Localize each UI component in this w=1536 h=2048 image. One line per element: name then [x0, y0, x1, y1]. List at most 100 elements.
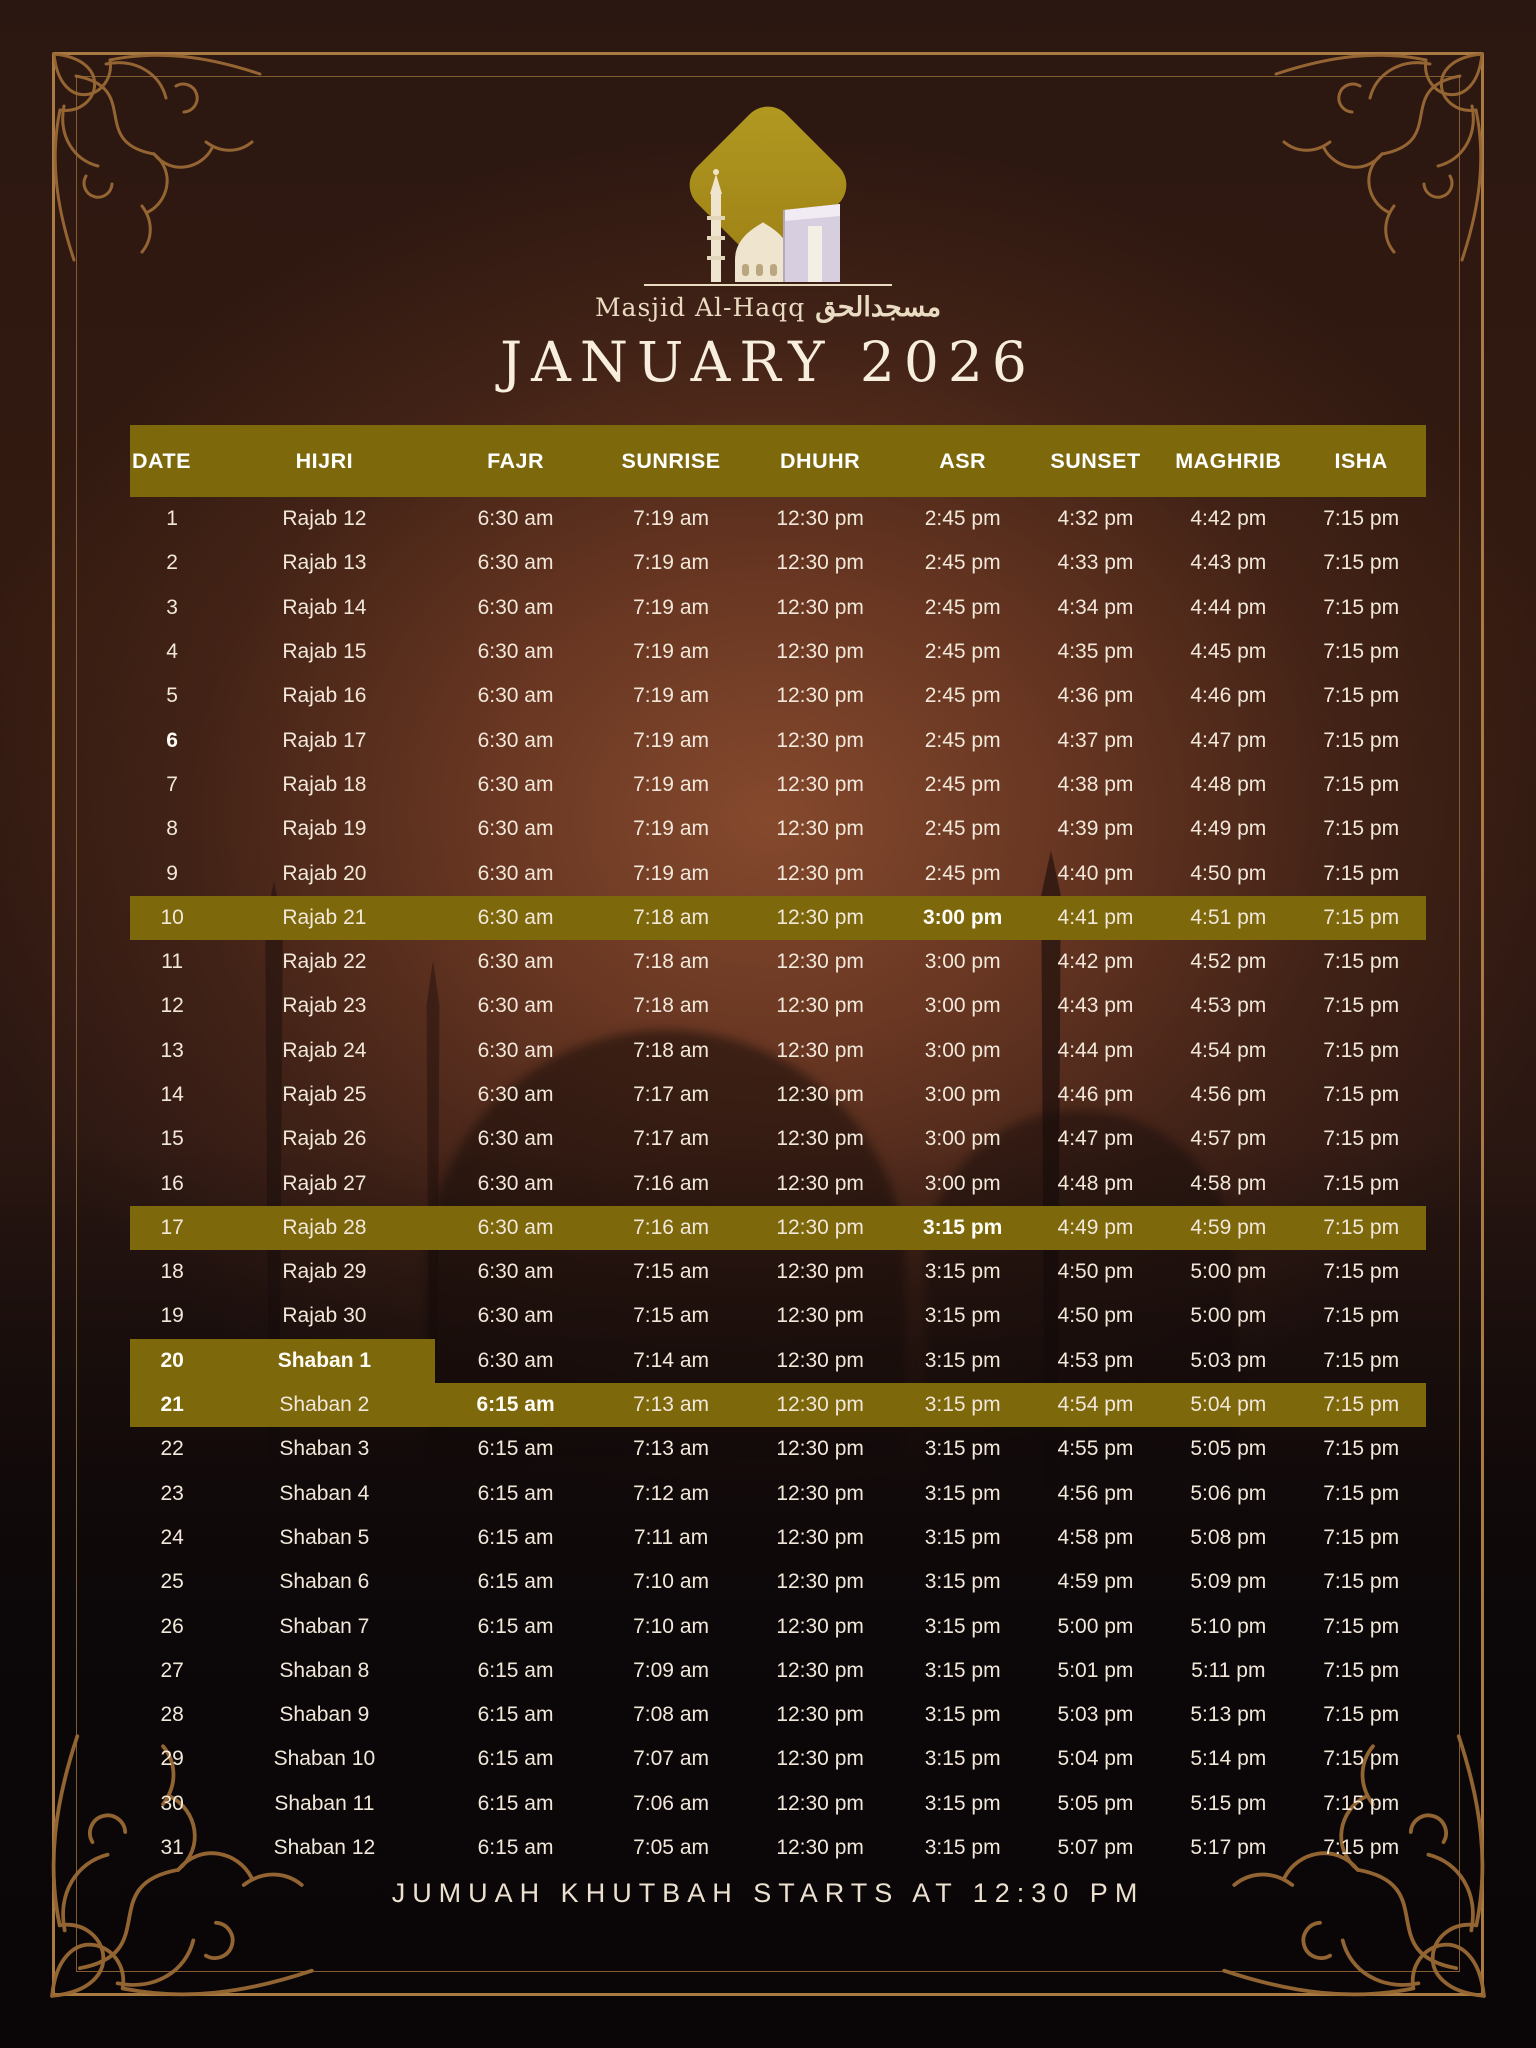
cell-maghrib: 5:06 pm [1190, 1481, 1267, 1505]
cell-asr: 3:15 pm [924, 1791, 1001, 1815]
cell-maghrib: 4:48 pm [1190, 772, 1267, 796]
mosque-illustration-icon [707, 169, 840, 282]
prayer-table-body: 1 Rajab 12 6:30 am 7:19 am 12:30 pm 2:45 pm 4:… [130, 497, 1426, 1870]
cell-date: 6 [166, 728, 178, 752]
cell-date: 14 [160, 1083, 184, 1106]
cell-isha: 7:15 pm [1323, 1570, 1400, 1594]
cell-maghrib: 4:42 pm [1190, 507, 1267, 531]
table-row: 15 Rajab 26 6:30 am 7:17 am 12:30 pm 3:00 pm 4… [130, 1117, 1426, 1161]
cell-asr: 3:15 pm [924, 1836, 1001, 1860]
table-row: 28 Shaban 9 6:15 am 7:08 am 12:30 pm 3:15 pm 5… [130, 1693, 1426, 1737]
cell-hijri: Rajab 27 [282, 1171, 367, 1195]
column-header-isha: ISHA [1334, 448, 1388, 473]
cell-hijri: Rajab 18 [282, 772, 367, 796]
cell-sunset: 4:34 pm [1057, 595, 1134, 619]
cell-sunset: 4:50 pm [1057, 1260, 1134, 1284]
cell-isha: 7:15 pm [1323, 1703, 1400, 1727]
cell-sunrise: 7:10 am [633, 1614, 709, 1638]
mosque-icon [618, 95, 918, 288]
table-row: 11 Rajab 22 6:30 am 7:18 am 12:30 pm 3:00 pm 4… [130, 940, 1426, 984]
cell-isha: 7:15 pm [1323, 817, 1400, 841]
cell-fajr: 6:15 am [477, 1437, 554, 1461]
cell-isha: 7:15 pm [1323, 507, 1400, 531]
cell-date: 18 [160, 1260, 184, 1284]
cell-asr: 3:00 pm [924, 994, 1001, 1018]
cell-dhuhr: 12:30 pm [776, 1836, 864, 1860]
cell-sunset: 4:53 pm [1057, 1348, 1134, 1372]
table-row: 5 Rajab 16 6:30 am 7:19 am 12:30 pm 2:45 pm 4:… [130, 674, 1426, 718]
cell-date: 19 [160, 1304, 184, 1328]
cell-date: 29 [160, 1747, 184, 1771]
cell-isha: 7:15 pm [1323, 950, 1400, 974]
cell-hijri: Rajab 15 [282, 640, 367, 664]
cell-hijri: Rajab 13 [282, 551, 367, 575]
cell-hijri: Shaban 11 [274, 1791, 375, 1815]
column-header-sunrise: SUNRISE [621, 448, 721, 473]
cell-date: 16 [160, 1171, 184, 1195]
cell-isha: 7:15 pm [1323, 1304, 1400, 1328]
cell-date: 23 [160, 1481, 184, 1505]
cell-fajr: 6:30 am [477, 1260, 554, 1284]
cell-isha: 7:15 pm [1323, 1348, 1400, 1372]
masjid-name-arabic: مسجدالحق [815, 292, 942, 323]
table-row: 23 Shaban 4 6:15 am 7:12 am 12:30 pm 3:15 pm 4… [130, 1472, 1426, 1516]
cell-isha: 7:15 pm [1323, 1215, 1400, 1239]
cell-isha: 7:15 pm [1323, 861, 1400, 885]
table-row: 29 Shaban 10 6:15 am 7:07 am 12:30 pm 3:15 pm… [130, 1737, 1426, 1781]
cell-date: 15 [160, 1127, 184, 1151]
cell-hijri: Rajab 20 [282, 861, 367, 885]
cell-dhuhr: 12:30 pm [776, 1614, 864, 1638]
cell-sunset: 4:33 pm [1057, 551, 1134, 575]
table-row: 9 Rajab 20 6:30 am 7:19 am 12:30 pm 2:45 pm 4:… [130, 851, 1426, 895]
cell-sunrise: 7:19 am [633, 640, 709, 664]
page-title: JANUARY 2026 [500, 330, 1036, 394]
cell-asr: 2:45 pm [924, 861, 1001, 885]
cell-dhuhr: 12:30 pm [776, 1393, 864, 1417]
cell-date: 28 [160, 1703, 184, 1727]
cell-maghrib: 5:09 pm [1190, 1570, 1267, 1594]
table-row: 1 Rajab 12 6:30 am 7:19 am 12:30 pm 2:45 pm 4:… [130, 497, 1426, 541]
cell-maghrib: 5:03 pm [1190, 1348, 1267, 1372]
cell-maghrib: 4:52 pm [1190, 950, 1267, 974]
table-row: 3 Rajab 14 6:30 am 7:19 am 12:30 pm 2:45 pm 4:… [130, 586, 1426, 630]
cell-maghrib: 5:04 pm [1190, 1393, 1267, 1417]
cell-sunrise: 7:19 am [633, 507, 709, 531]
cell-fajr: 6:30 am [477, 551, 554, 575]
cell-sunrise: 7:18 am [633, 994, 709, 1018]
cell-hijri: Shaban 5 [279, 1525, 370, 1549]
cell-sunset: 5:04 pm [1057, 1747, 1134, 1771]
cell-maghrib: 4:49 pm [1190, 817, 1267, 841]
logo-divider [644, 284, 892, 286]
cell-hijri: Shaban 4 [279, 1481, 370, 1505]
cell-maghrib: 4:46 pm [1190, 684, 1267, 708]
column-header-maghrib: MAGHRIB [1175, 448, 1282, 473]
cell-sunrise: 7:07 am [633, 1747, 709, 1771]
cell-sunset: 4:59 pm [1057, 1570, 1134, 1594]
cell-sunrise: 7:19 am [633, 595, 709, 619]
table-row: 7 Rajab 18 6:30 am 7:19 am 12:30 pm 2:45 pm 4:… [130, 763, 1426, 807]
cell-asr: 3:15 pm [924, 1658, 1001, 1682]
cell-asr: 3:15 pm [924, 1570, 1001, 1594]
table-row: 14 Rajab 25 6:30 am 7:17 am 12:30 pm 3:00 pm 4… [130, 1073, 1426, 1117]
cell-maghrib: 4:50 pm [1190, 861, 1267, 885]
cell-dhuhr: 12:30 pm [776, 1127, 864, 1151]
cell-dhuhr: 12:30 pm [776, 640, 864, 664]
cell-sunset: 4:43 pm [1057, 994, 1134, 1018]
cell-isha: 7:15 pm [1323, 994, 1400, 1018]
cell-fajr: 6:15 am [477, 1658, 554, 1682]
cell-dhuhr: 12:30 pm [776, 1570, 864, 1594]
cell-hijri: Rajab 12 [282, 507, 367, 531]
cell-maghrib: 4:44 pm [1190, 595, 1267, 619]
cell-date: 20 [130, 1338, 215, 1383]
cell-sunrise: 7:16 am [633, 1215, 709, 1239]
cell-date: 24 [160, 1525, 184, 1549]
cell-dhuhr: 12:30 pm [776, 1791, 864, 1815]
cell-date: 21 [160, 1393, 184, 1417]
cell-asr: 2:45 pm [924, 551, 1001, 575]
column-header-dhuhr: DHUHR [780, 448, 861, 473]
cell-fajr: 6:30 am [477, 684, 554, 708]
cell-maghrib: 4:45 pm [1190, 640, 1267, 664]
cell-dhuhr: 12:30 pm [776, 507, 864, 531]
cell-isha: 7:15 pm [1323, 1658, 1400, 1682]
cell-maghrib: 5:17 pm [1190, 1836, 1267, 1860]
